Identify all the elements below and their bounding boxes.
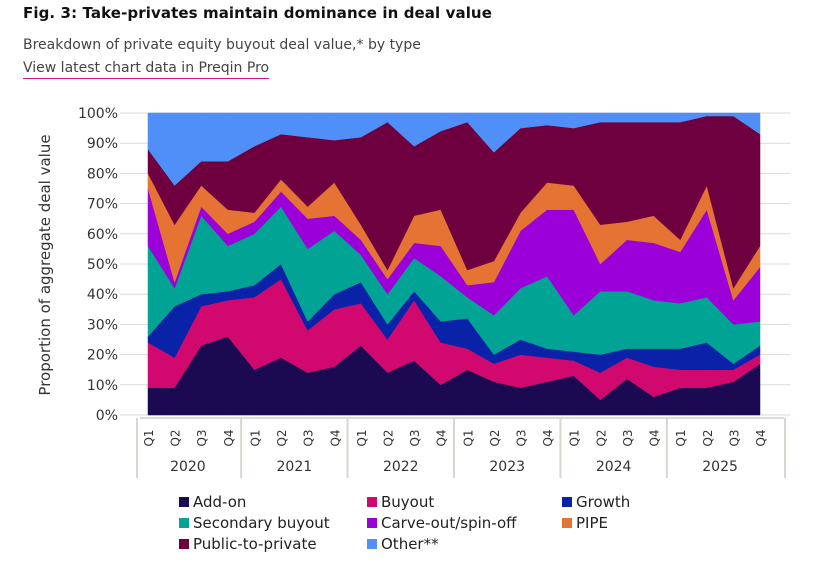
legend-label: Carve-out/spin-off (381, 513, 517, 532)
legend-item: Carve-out/spin-off (367, 512, 562, 533)
y-tick-label: 100% (78, 106, 118, 122)
area-series (147, 112, 761, 416)
y-tick-label: 50% (87, 257, 118, 273)
year-label: 2020 (170, 459, 206, 475)
legend-item: PIPE (562, 512, 682, 533)
x-tick-label: Q2 (169, 429, 183, 446)
y-tick-label: 60% (87, 227, 118, 243)
x-tick-label: Q2 (275, 429, 289, 446)
year-label: 2024 (596, 459, 632, 475)
legend-label: Other** (381, 534, 439, 553)
legend-label: Add-on (193, 492, 247, 511)
x-tick-label: Q1 (568, 429, 582, 446)
legend-item: Public-to-private (179, 533, 367, 554)
legend-swatch (367, 517, 377, 528)
legend-swatch (179, 517, 189, 528)
x-axis: Q1 Q2 Q3 Q4 Q1 Q2 Q3 Q4 Q1 Q2 Q3 Q4 Q1 Q2 Q3 Q4 Q1 Q2 Q3 Q4… (136, 417, 786, 478)
legend-label: Secondary buyout (193, 513, 330, 532)
legend-item: Add-on (179, 491, 367, 512)
legend-swatch (367, 538, 377, 549)
x-tick-label: Q2 (594, 429, 608, 446)
legend-label: Growth (576, 492, 631, 511)
y-tick-label: 40% (87, 287, 118, 303)
legend-swatch (562, 496, 572, 507)
legend-item: Buyout (367, 491, 562, 512)
y-tick-label: 0% (96, 408, 118, 424)
x-tick-label: Q4 (541, 429, 555, 446)
x-tick-label: Q3 (408, 429, 422, 446)
year-label: 2025 (702, 459, 738, 475)
y-tick-label: 30% (87, 317, 118, 333)
y-tick-label: 20% (87, 348, 118, 364)
x-tick-label: Q4 (435, 429, 449, 446)
x-tick-label: Q1 (248, 429, 262, 446)
year-label: 2022 (383, 459, 419, 475)
x-tick-label: Q3 (515, 429, 529, 446)
legend-label: Buyout (381, 492, 435, 511)
x-tick-label: Q3 (621, 429, 635, 446)
legend-swatch (562, 517, 572, 528)
x-tick-label: Q1 (142, 429, 156, 446)
legend-item: Other** (367, 533, 562, 554)
x-tick-label: Q2 (381, 429, 395, 446)
x-tick-label: Q2 (701, 429, 715, 446)
y-axis-label: Proportion of aggregate deal value (36, 134, 54, 395)
legend-swatch (367, 496, 377, 507)
legend-swatch (179, 496, 189, 507)
y-tick-label: 70% (87, 197, 118, 213)
x-tick-label: Q2 (488, 429, 502, 446)
year-label: 2023 (489, 459, 525, 475)
figure-subtitle: Breakdown of private equity buyout deal … (23, 37, 421, 53)
y-tick-label: 90% (87, 136, 118, 152)
legend-item: Secondary buyout (179, 512, 367, 533)
x-tick-label: Q4 (648, 429, 662, 446)
legend-swatch (179, 538, 189, 549)
legend-item: Growth (562, 491, 682, 512)
x-tick-label: Q3 (195, 429, 209, 446)
x-tick-label: Q1 (674, 429, 688, 446)
x-tick-label: Q4 (754, 429, 768, 446)
figure-title: Fig. 3: Take-privates maintain dominance… (23, 4, 492, 22)
x-tick-label: Q4 (328, 429, 342, 446)
y-tick-label: 10% (87, 378, 118, 394)
x-tick-label: Q4 (222, 429, 236, 446)
legend-label: PIPE (576, 513, 608, 532)
x-tick-label: Q3 (727, 429, 741, 446)
view-chart-data-link[interactable]: View latest chart data in Preqin Pro (23, 60, 270, 79)
x-tick-label: Q1 (461, 429, 475, 446)
y-tick-label: 80% (87, 166, 118, 182)
year-label: 2021 (277, 459, 313, 475)
x-tick-label: Q3 (302, 429, 316, 446)
legend-label: Public-to-private (193, 534, 317, 553)
area-other (147, 112, 761, 186)
y-axis-ticks: 0% 10% 20% 30% 40% 50% 60% 70% 80% 90% 100% (78, 106, 118, 424)
legend: Add-on Buyout Growth Secondary buyout Carve-… (179, 491, 682, 554)
x-tick-label: Q1 (355, 429, 369, 446)
